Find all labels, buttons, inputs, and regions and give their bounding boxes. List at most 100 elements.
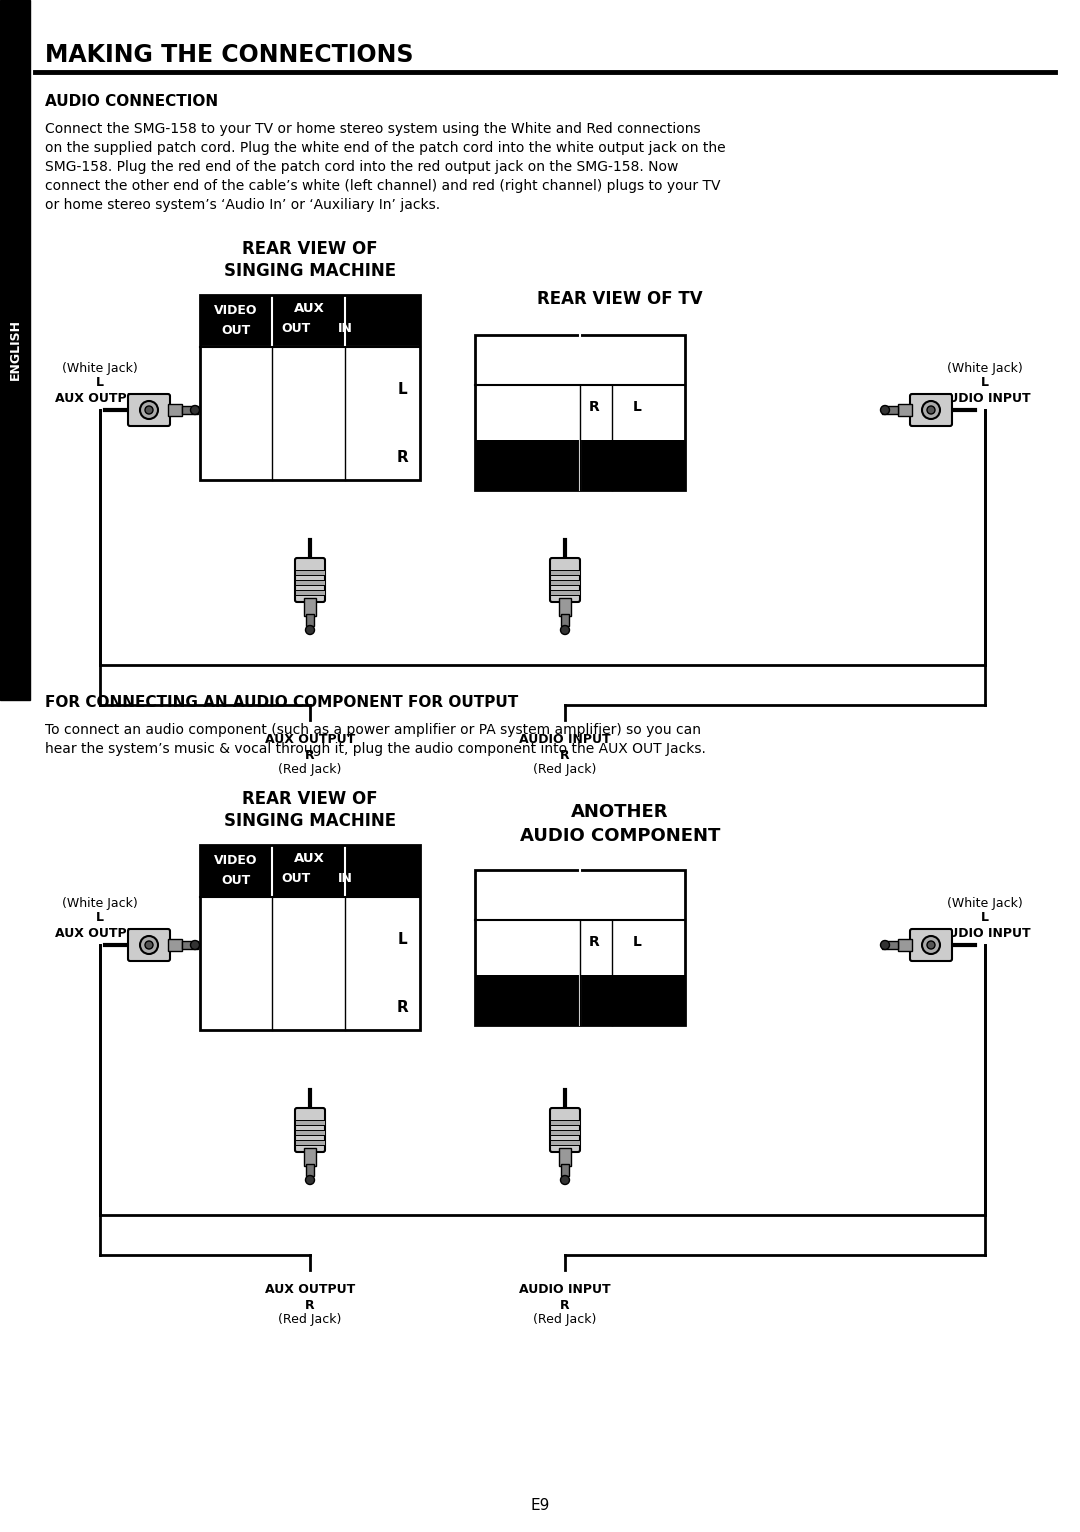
Bar <box>475 440 685 490</box>
Bar <box>295 1140 325 1144</box>
Bar <box>897 939 912 951</box>
Bar <box>897 404 912 417</box>
Bar <box>200 846 420 1030</box>
Text: AUDIO COMPONENT: AUDIO COMPONENT <box>519 827 720 846</box>
Text: FOR CONNECTING AN AUDIO COMPONENT FOR OUTPUT: FOR CONNECTING AN AUDIO COMPONENT FOR OU… <box>45 696 518 709</box>
Text: VIDEO: VIDEO <box>214 855 258 867</box>
Circle shape <box>145 941 153 948</box>
Text: R: R <box>306 749 314 761</box>
FancyBboxPatch shape <box>129 928 170 961</box>
Circle shape <box>880 941 890 950</box>
FancyBboxPatch shape <box>550 558 580 602</box>
FancyBboxPatch shape <box>129 394 170 426</box>
Bar <box>0 0 30 700</box>
Text: VIDEO: VIDEO <box>505 346 549 358</box>
Bar <box>295 581 325 585</box>
Text: (Red Jack): (Red Jack) <box>279 1313 341 1327</box>
Text: (White Jack): (White Jack) <box>947 362 1023 375</box>
Text: AUX: AUX <box>294 852 324 866</box>
Text: IN: IN <box>338 323 352 336</box>
Circle shape <box>561 1175 569 1184</box>
Text: R: R <box>306 1299 314 1311</box>
Text: AUDIO: AUDIO <box>610 881 654 893</box>
FancyBboxPatch shape <box>910 928 951 961</box>
Bar <box>183 406 198 414</box>
Bar <box>550 581 580 585</box>
Circle shape <box>561 625 569 634</box>
Bar <box>200 348 420 480</box>
Text: R: R <box>396 999 408 1014</box>
Bar <box>200 846 420 1030</box>
Text: AUDIO INPUT: AUDIO INPUT <box>519 732 611 746</box>
Bar <box>168 939 183 951</box>
Bar <box>306 614 314 627</box>
Text: connect the other end of the cable’s white (left channel) and red (right channel: connect the other end of the cable’s whi… <box>45 179 720 193</box>
Text: E9: E9 <box>530 1497 550 1512</box>
Bar <box>559 597 571 616</box>
Text: AUDIO INPUT: AUDIO INPUT <box>519 1282 611 1296</box>
Text: ANOTHER: ANOTHER <box>571 803 669 821</box>
Bar <box>550 590 580 594</box>
Bar <box>200 296 420 480</box>
Text: R: R <box>561 1299 570 1311</box>
Bar <box>561 1164 569 1177</box>
Text: INPUT: INPUT <box>505 899 549 913</box>
Text: L: L <box>981 375 989 389</box>
Circle shape <box>922 401 940 418</box>
Text: INPUT: INPUT <box>505 365 549 377</box>
Bar <box>295 1120 325 1124</box>
Bar <box>295 1131 325 1135</box>
Text: INPUT: INPUT <box>610 365 653 377</box>
Bar <box>475 974 685 1025</box>
Text: R: R <box>589 400 599 414</box>
Bar <box>303 597 316 616</box>
Text: To connect an audio component (such as a power amplifier or PA system amplifier): To connect an audio component (such as a… <box>45 723 701 737</box>
Bar <box>295 570 325 574</box>
Bar <box>559 1147 571 1166</box>
Circle shape <box>190 941 200 950</box>
Text: AUX OUTPUT: AUX OUTPUT <box>265 1282 355 1296</box>
Text: L: L <box>397 381 407 397</box>
FancyBboxPatch shape <box>550 1108 580 1152</box>
Circle shape <box>927 406 935 414</box>
Bar <box>303 1147 316 1166</box>
Text: L: L <box>633 400 642 414</box>
Text: Connect the SMG-158 to your TV or home stereo system using the White and Red con: Connect the SMG-158 to your TV or home s… <box>45 123 701 136</box>
Text: AUDIO INPUT: AUDIO INPUT <box>940 927 1030 941</box>
Text: VIDEO: VIDEO <box>214 305 258 317</box>
Text: R: R <box>561 749 570 761</box>
Text: L: L <box>397 931 407 947</box>
Text: OUT: OUT <box>282 873 311 885</box>
Text: IN: IN <box>338 873 352 885</box>
Text: AUX OUTPUT: AUX OUTPUT <box>265 732 355 746</box>
Bar <box>475 870 685 1025</box>
Text: OUT: OUT <box>221 325 251 337</box>
Text: (White Jack): (White Jack) <box>63 898 138 910</box>
Bar <box>561 614 569 627</box>
Text: OUT: OUT <box>282 323 311 336</box>
Text: AUDIO: AUDIO <box>610 346 654 358</box>
Text: MAKING THE CONNECTIONS: MAKING THE CONNECTIONS <box>45 43 414 67</box>
Text: (White Jack): (White Jack) <box>947 898 1023 910</box>
Text: (Red Jack): (Red Jack) <box>534 1313 596 1327</box>
Circle shape <box>190 406 200 415</box>
Bar <box>550 570 580 574</box>
Bar <box>168 404 183 417</box>
Text: or home stereo system’s ‘Audio In’ or ‘Auxiliary In’ jacks.: or home stereo system’s ‘Audio In’ or ‘A… <box>45 198 441 211</box>
Bar <box>306 1164 314 1177</box>
Bar <box>550 1131 580 1135</box>
Text: REAR VIEW OF: REAR VIEW OF <box>242 791 378 807</box>
Text: L: L <box>981 912 989 924</box>
Text: AUDIO INPUT: AUDIO INPUT <box>940 392 1030 404</box>
Text: (Red Jack): (Red Jack) <box>279 763 341 777</box>
Text: AUX: AUX <box>294 302 324 316</box>
Text: ENGLISH: ENGLISH <box>9 320 22 380</box>
FancyBboxPatch shape <box>295 558 325 602</box>
Circle shape <box>140 401 158 418</box>
Text: REAR VIEW OF TV: REAR VIEW OF TV <box>537 290 703 308</box>
Circle shape <box>880 406 890 415</box>
Circle shape <box>922 936 940 954</box>
Bar <box>200 296 420 480</box>
Text: R: R <box>396 449 408 464</box>
Text: OUT: OUT <box>221 875 251 887</box>
